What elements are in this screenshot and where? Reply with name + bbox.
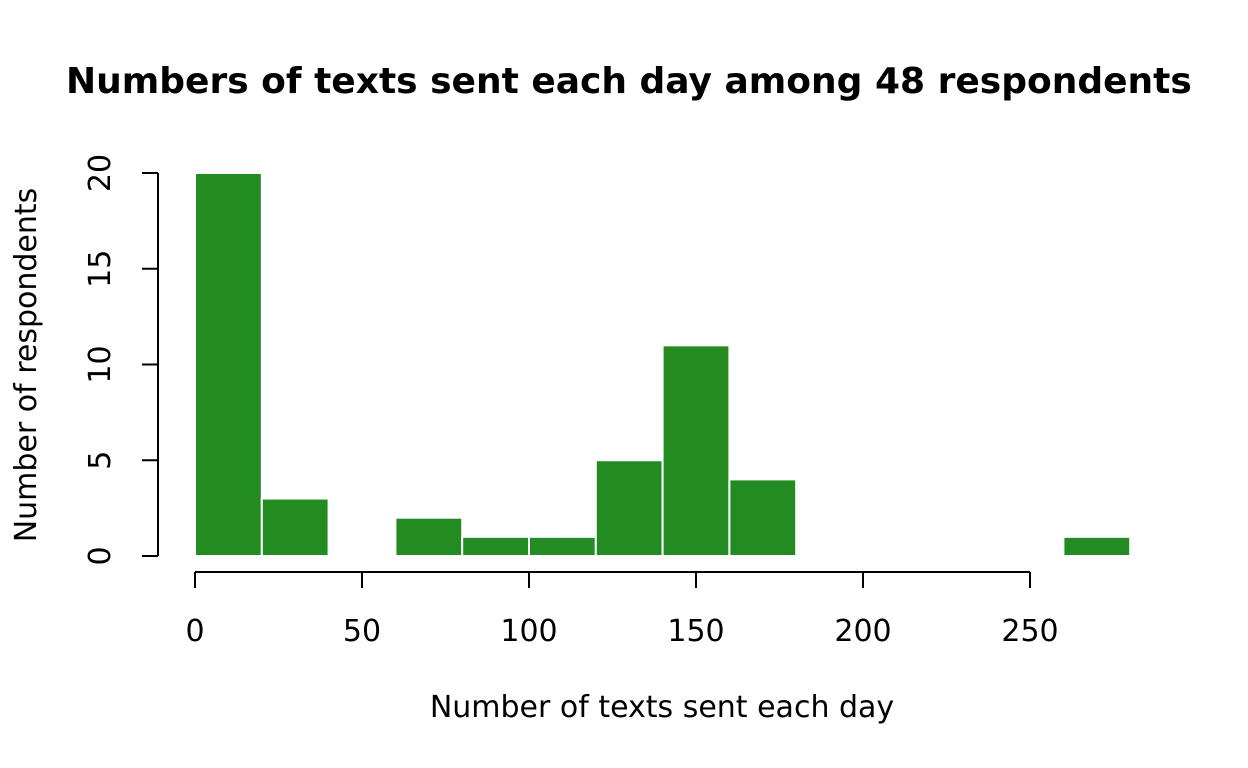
x-tick-label: 250 <box>1001 614 1058 649</box>
y-axis-ticks: 0 5 10 15 20 <box>83 154 158 566</box>
x-tick-label: 200 <box>834 614 891 649</box>
bars-group <box>194 172 1132 558</box>
x-axis-label: Number of texts sent each day <box>430 690 894 725</box>
x-tick-label: 150 <box>667 614 724 649</box>
histogram-bar-140-160 <box>661 344 731 557</box>
y-tick-label: 5 <box>83 451 118 470</box>
x-axis-ticks: 0 50 100 150 200 250 <box>185 572 1059 649</box>
x-tick-label: 50 <box>343 614 381 649</box>
histogram-bar-160-180 <box>728 478 798 557</box>
histogram-bar-260-280 <box>1062 535 1132 557</box>
y-tick-label: 15 <box>83 250 118 288</box>
histogram-bar-120-140 <box>594 459 664 557</box>
x-tick-label: 0 <box>185 614 204 649</box>
histogram-bar-0-20 <box>194 172 263 557</box>
y-tick-label: 10 <box>83 345 118 383</box>
y-tick-label: 0 <box>83 546 118 565</box>
y-tick-label: 20 <box>83 154 118 192</box>
chart-title: Numbers of texts sent each day among 48 … <box>66 61 1192 102</box>
histogram-bar-20-40 <box>260 497 330 557</box>
histogram-bar-60-80 <box>394 516 464 558</box>
y-axis-label: Number of respondents <box>9 188 44 543</box>
x-tick-label: 100 <box>500 614 557 649</box>
histogram-bar-80-100 <box>461 535 531 557</box>
histogram-bar-100-120 <box>528 535 597 557</box>
